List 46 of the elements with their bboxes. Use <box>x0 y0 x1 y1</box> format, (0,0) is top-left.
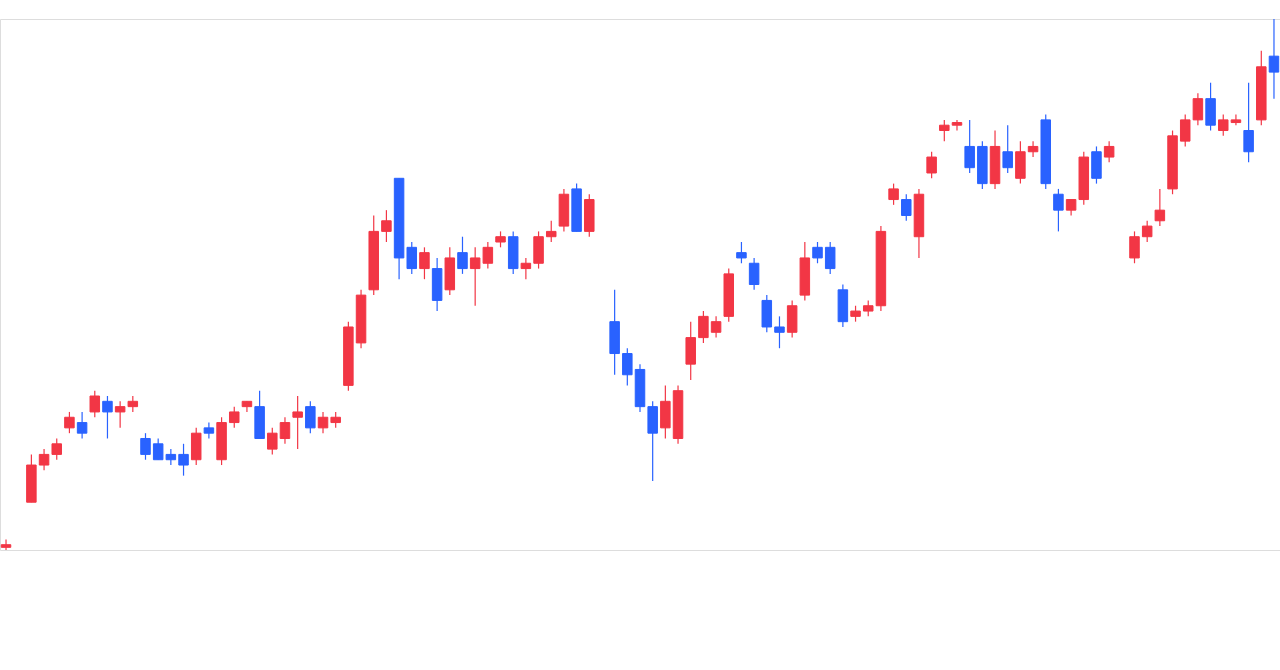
candlestick <box>824 241 836 275</box>
candlestick <box>1243 82 1254 163</box>
candlestick <box>102 395 113 440</box>
candlestick <box>1103 140 1115 163</box>
candlestick <box>89 390 101 418</box>
candlestick <box>939 119 950 142</box>
candlestick <box>736 241 747 264</box>
candlestick <box>545 220 557 243</box>
candlestick <box>1027 140 1039 158</box>
candlestick <box>926 151 937 179</box>
candlestick <box>0 538 12 551</box>
candlestick <box>888 183 899 206</box>
candlestick <box>1268 18 1280 100</box>
candlestick <box>520 257 532 280</box>
candlestick <box>1129 230 1140 264</box>
candlestick <box>317 411 329 434</box>
candlestick <box>964 119 975 174</box>
candlestick <box>279 416 291 445</box>
candlestick <box>1154 188 1166 227</box>
candlestick <box>1053 188 1064 232</box>
candlestick <box>710 315 722 339</box>
candlestick <box>140 432 151 461</box>
candlestick <box>229 406 240 429</box>
candlestick <box>76 411 88 440</box>
candlestick <box>406 241 418 275</box>
candlestick <box>457 236 468 275</box>
candlestick <box>748 257 760 291</box>
candlestick <box>419 246 430 280</box>
candlestick <box>812 241 823 264</box>
candlestick <box>951 119 963 132</box>
candlestick <box>381 209 392 243</box>
candlestick <box>698 310 709 344</box>
candlestick <box>178 443 189 477</box>
candlestick <box>1230 113 1242 126</box>
candlestick <box>1218 113 1229 137</box>
candlestick <box>292 395 303 450</box>
candlestick <box>774 315 785 349</box>
candlestick <box>267 427 278 456</box>
candlestick <box>305 400 316 434</box>
candlestick <box>38 448 50 471</box>
candlestick <box>1141 220 1153 243</box>
candlestick <box>51 437 62 461</box>
candlestick <box>622 347 633 386</box>
candlestick <box>64 411 75 434</box>
candlestick <box>901 193 912 222</box>
candlestick <box>1002 124 1013 174</box>
